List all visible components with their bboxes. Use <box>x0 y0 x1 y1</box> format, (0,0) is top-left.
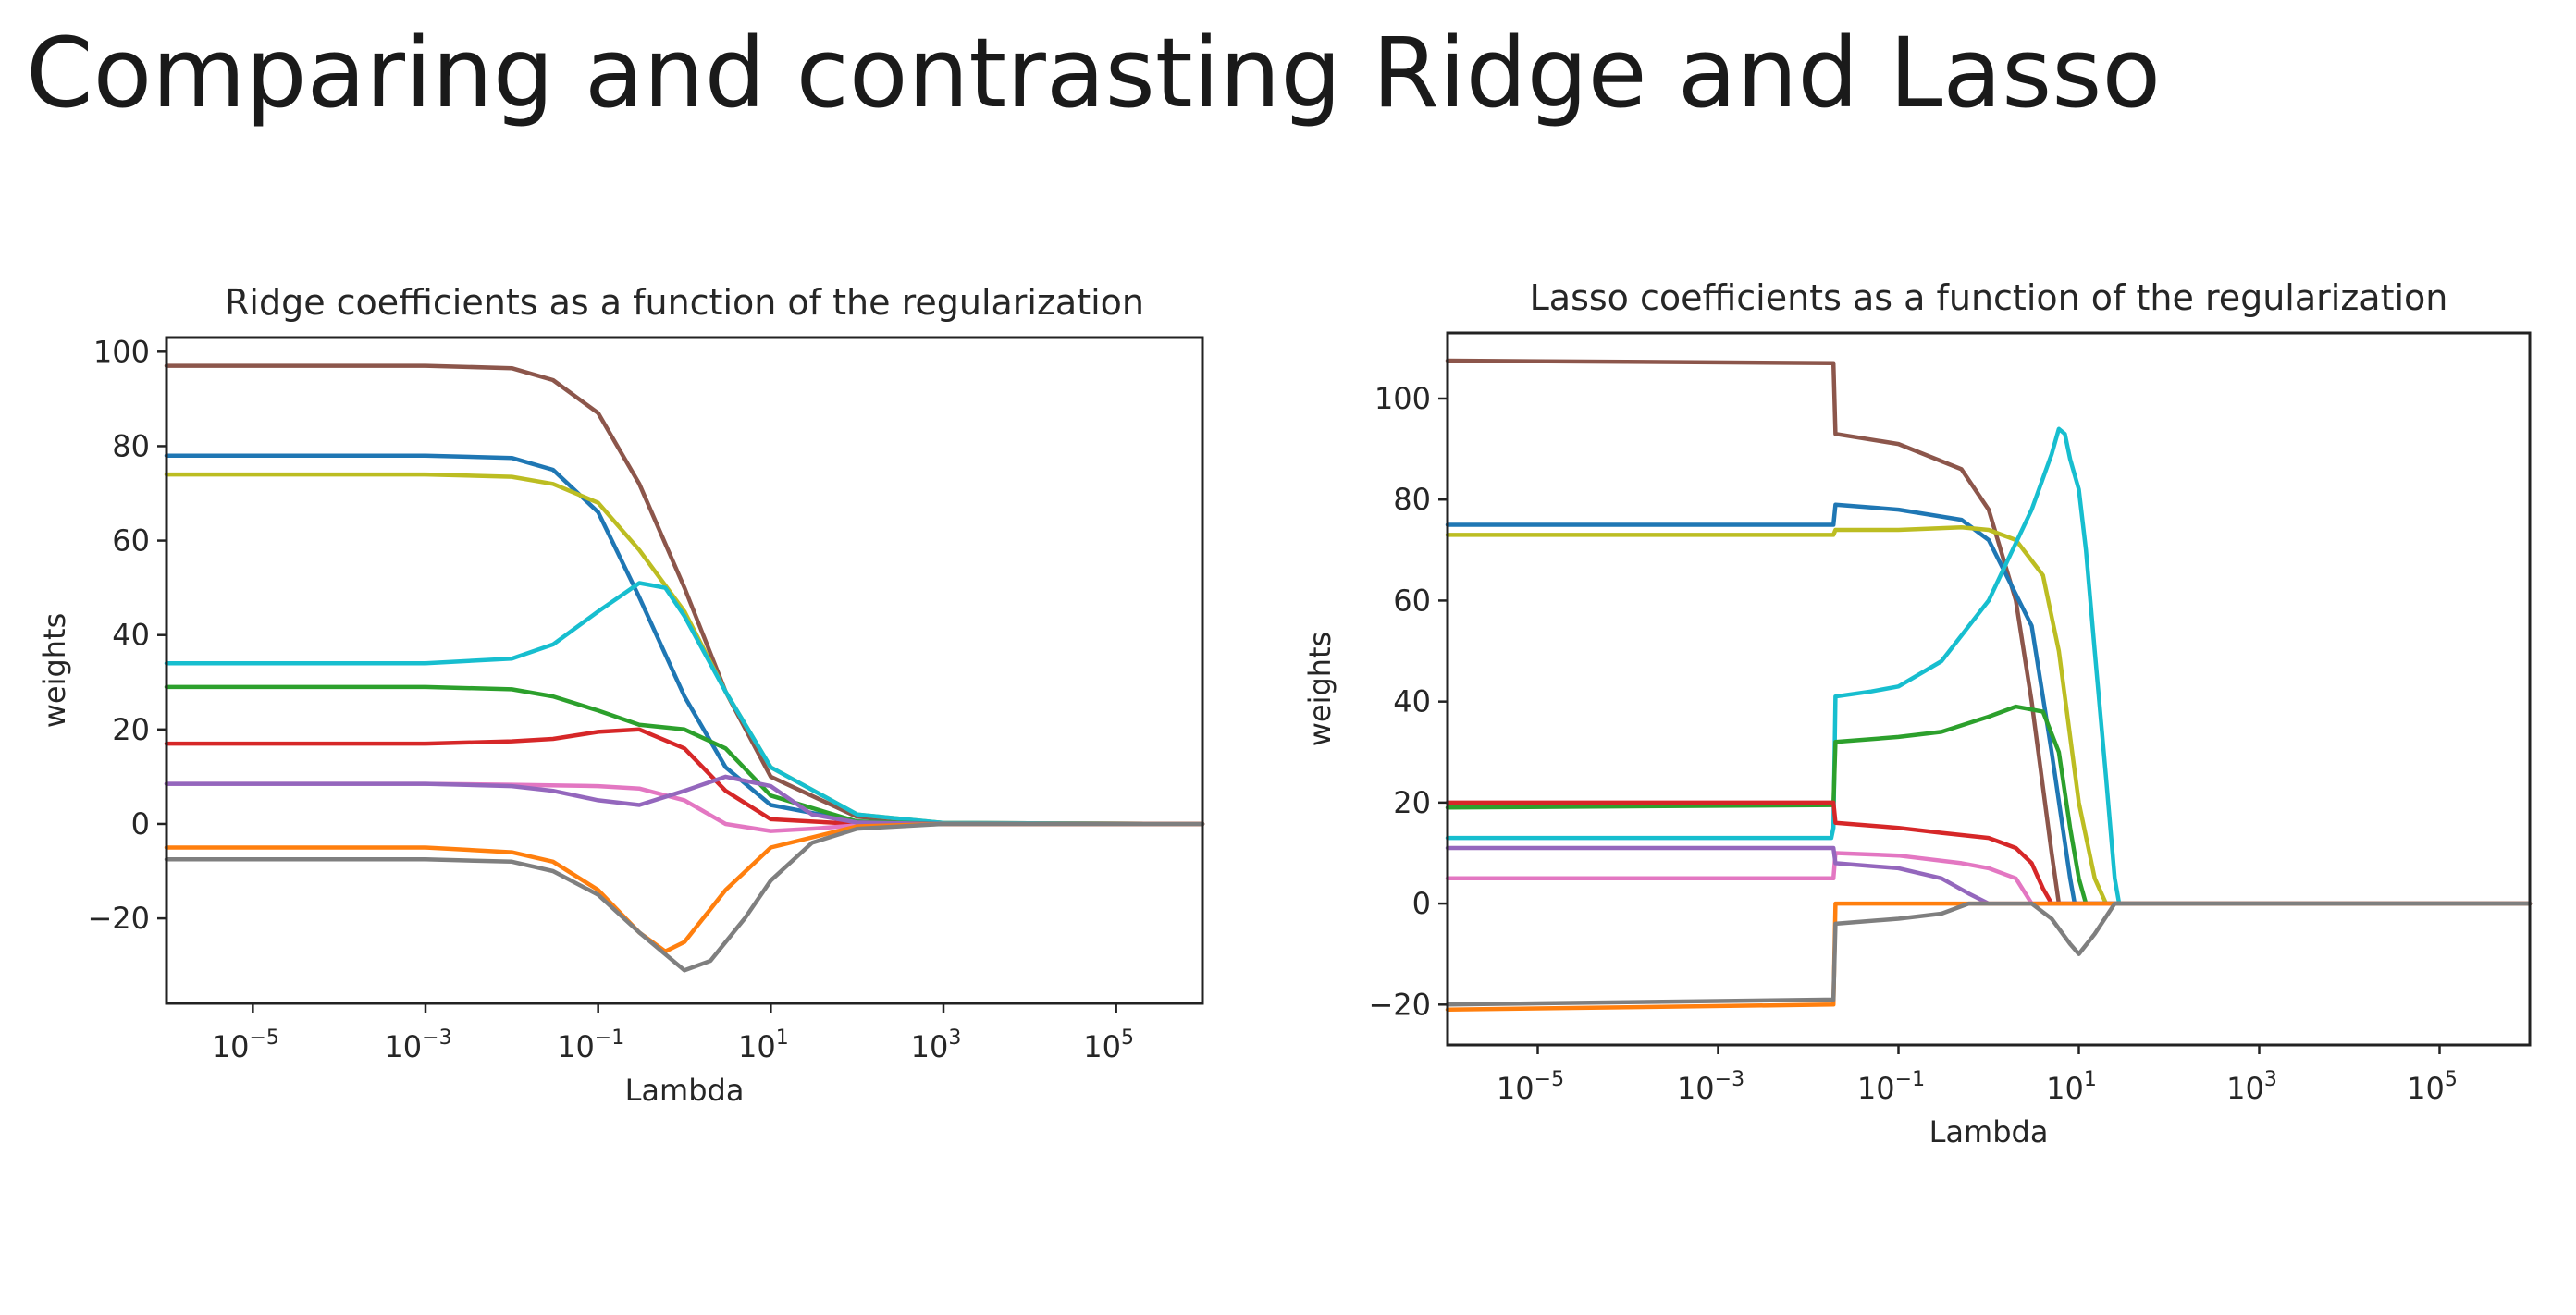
ridge-x-tick-label: 103 <box>911 1026 962 1064</box>
lasso-chart: Lasso coefficients as a function of the … <box>1302 277 2533 1149</box>
ridge-series-group <box>164 363 1205 973</box>
ridge-series-line-10 <box>164 821 1205 973</box>
ridge-series-line-3 <box>164 472 1205 827</box>
lasso-series-line-10 <box>1445 901 2533 1007</box>
lasso-x-tick-label: 105 <box>2407 1068 2458 1106</box>
ridge-series-line-6 <box>164 727 1205 827</box>
ridge-x-tick-label: 101 <box>738 1026 789 1064</box>
lasso-series-line-6 <box>1445 800 2533 906</box>
ridge-x-tick-label: 10−1 <box>557 1026 624 1064</box>
lasso-series-line-8 <box>1445 845 2533 906</box>
lasso-x-axis-label: Lambda <box>1929 1114 2049 1149</box>
ridge-y-tick-label: 60 <box>112 523 150 559</box>
ridge-series-line-2 <box>164 453 1205 827</box>
ridge-y-tick-label: −20 <box>87 901 150 936</box>
lasso-x-tick-label: 10−1 <box>1857 1068 1925 1106</box>
ridge-y-axis-label: weights <box>37 613 72 729</box>
ridge-series-line-8 <box>164 774 1205 827</box>
ridge-series-line-1 <box>164 363 1205 827</box>
lasso-y-tick-label: −20 <box>1368 987 1431 1022</box>
slide-title: Comparing and contrasting Ridge and Lass… <box>26 17 2162 129</box>
lasso-y-tick-label: 0 <box>1412 886 1431 921</box>
lasso-y-tick-label: 100 <box>1374 381 1431 416</box>
lasso-x-tick-label: 10−3 <box>1677 1068 1744 1106</box>
ridge-chart-title: Ridge coefficients as a function of the … <box>225 282 1144 323</box>
ridge-y-tick-label: 100 <box>93 334 150 369</box>
lasso-x-tick-label: 10−5 <box>1497 1068 1564 1106</box>
lasso-chart-title: Lasso coefficients as a function of the … <box>1530 277 2448 318</box>
ridge-series-line-4 <box>164 581 1205 827</box>
ridge-chart: Ridge coefficients as a function of the … <box>37 282 1205 1108</box>
lasso-x-tick-label: 103 <box>2226 1068 2277 1106</box>
lasso-y-tick-label: 20 <box>1393 785 1431 820</box>
ridge-x-tick-label: 10−5 <box>212 1026 279 1064</box>
lasso-series-line-7 <box>1445 851 2533 906</box>
ridge-series-line-9 <box>164 821 1205 954</box>
ridge-series-line-5 <box>164 684 1205 827</box>
lasso-series-line-9 <box>1445 901 2533 1013</box>
lasso-plot-frame <box>1446 331 2532 1047</box>
ridge-x-tick-label: 10−3 <box>384 1026 451 1064</box>
ridge-x-tick-label: 105 <box>1083 1026 1134 1064</box>
lasso-y-tick-label: 40 <box>1393 684 1431 719</box>
ridge-y-tick-label: 80 <box>112 428 150 463</box>
lasso-series-line-5 <box>1445 704 2533 906</box>
lasso-y-tick-label: 80 <box>1393 482 1431 517</box>
lasso-series-group <box>1445 358 2533 1013</box>
lasso-y-tick-label: 60 <box>1393 583 1431 618</box>
lasso-series-line-1 <box>1445 358 2533 906</box>
lasso-series-line-4 <box>1445 426 2533 906</box>
ridge-y-tick-label: 0 <box>131 806 150 842</box>
ridge-y-tick-label: 20 <box>112 712 150 747</box>
ridge-y-tick-label: 40 <box>112 618 150 653</box>
lasso-x-tick-label: 101 <box>2046 1068 2097 1106</box>
ridge-x-axis-label: Lambda <box>625 1073 745 1108</box>
lasso-y-axis-label: weights <box>1302 632 1337 747</box>
lasso-series-line-2 <box>1445 502 2533 906</box>
ridge-plot-frame <box>165 336 1204 1005</box>
